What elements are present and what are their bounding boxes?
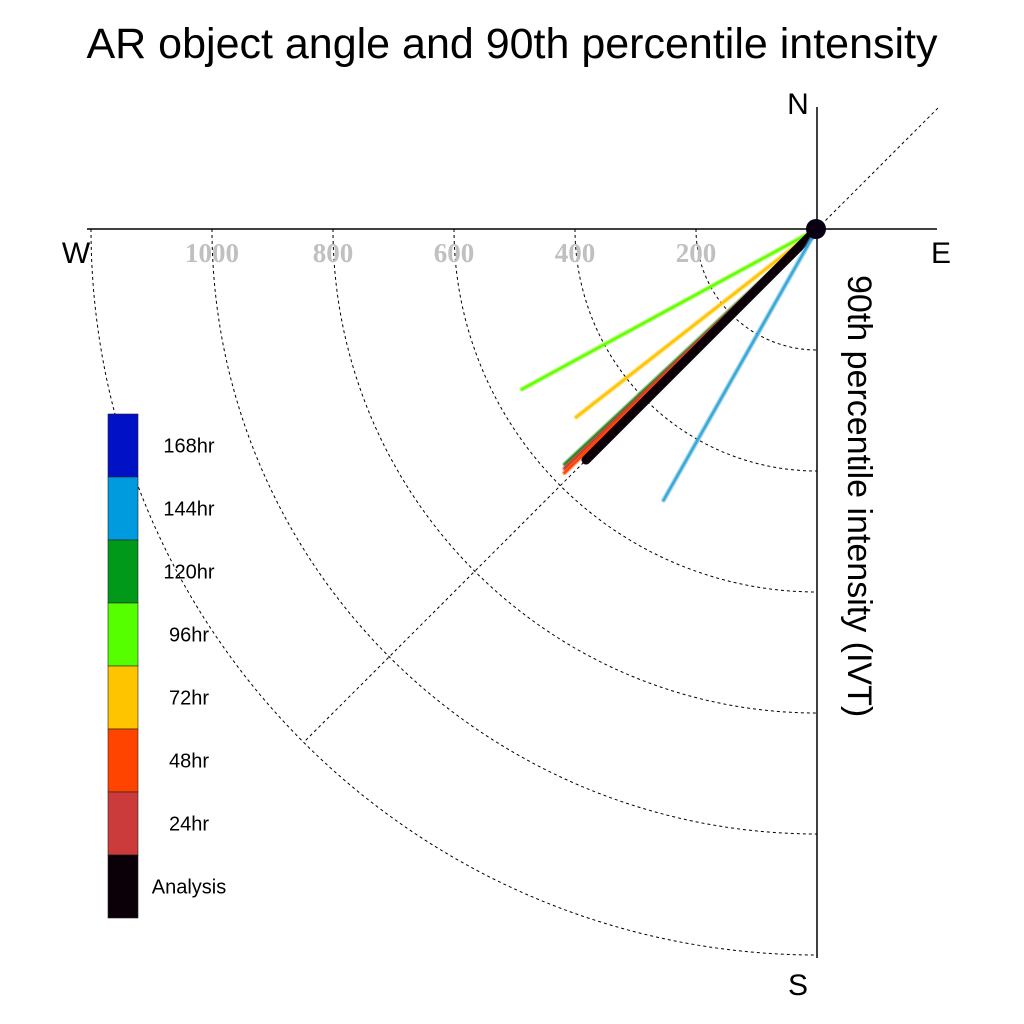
legend-label-48hr: 48hr — [169, 751, 209, 773]
legend-swatch-48hr — [107, 728, 139, 793]
grid-ring-200 — [695, 228, 818, 351]
grid-ring-800 — [332, 228, 818, 714]
tick-label-1000: 1000 — [185, 238, 239, 268]
legend-swatch-96hr — [107, 602, 139, 667]
legend-swatch-24hr — [107, 791, 139, 856]
vector-analysis — [581, 224, 822, 465]
legend-label-72hr: 72hr — [169, 688, 209, 710]
grid-ring-400 — [574, 228, 818, 472]
compass-east-label: E — [931, 237, 951, 270]
vector-144hr — [661, 226, 820, 503]
legend-swatch-120hr — [107, 539, 139, 604]
tick-label-600: 600 — [434, 238, 475, 268]
tick-label-200: 200 — [676, 238, 717, 268]
vector-lines — [519, 224, 822, 503]
origin-marker — [806, 219, 826, 239]
legend-label-168hr: 168hr — [163, 436, 214, 458]
chart-title: AR object angle and 90th percentile inte… — [87, 20, 938, 68]
legend-label-144hr: 144hr — [163, 499, 214, 521]
legend-label-24hr: 24hr — [169, 814, 209, 836]
grid-ring-1000 — [211, 228, 818, 835]
tick-label-800: 800 — [313, 238, 354, 268]
tick-label-400: 400 — [555, 238, 596, 268]
legend-swatch-168hr — [107, 413, 139, 478]
legend: 168hr 144hr 120hr 96hr 72hr 48hr 24hr Analysis — [107, 413, 226, 919]
northeast-diagonal — [816, 105, 941, 230]
grid-ring-1200 — [90, 228, 818, 956]
radial-tick-labels: 200 400 600 800 1000 — [185, 238, 716, 268]
vector-72hr — [573, 226, 820, 420]
legend-swatch-analysis — [107, 854, 139, 919]
legend-swatch-144hr — [107, 476, 139, 541]
vector-96hr — [519, 226, 820, 392]
compass-west-label: W — [62, 237, 91, 270]
legend-label-120hr: 120hr — [163, 562, 214, 584]
compass-south-label: S — [788, 969, 808, 1002]
legend-label-analysis: Analysis — [152, 877, 226, 899]
legend-swatch-72hr — [107, 665, 139, 730]
compass-north-label: N — [787, 88, 809, 121]
legend-label-96hr: 96hr — [169, 625, 209, 647]
radial-axis-label: 90th percentile intensity (IVT) — [840, 275, 878, 717]
